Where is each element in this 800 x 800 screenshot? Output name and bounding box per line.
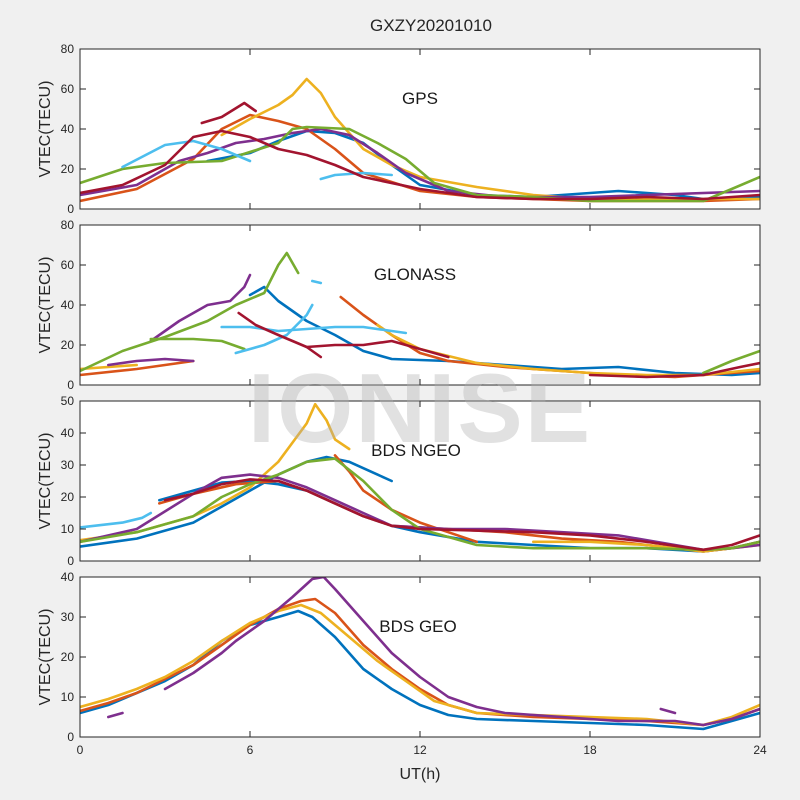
y-tick-label: 0 bbox=[67, 378, 74, 392]
series-line bbox=[659, 707, 677, 715]
x-tick-label: 24 bbox=[753, 743, 767, 757]
series-line bbox=[80, 457, 760, 552]
series-line bbox=[702, 349, 760, 375]
series-line bbox=[121, 139, 252, 169]
series-line bbox=[80, 359, 195, 377]
series-line bbox=[234, 303, 314, 355]
series-group bbox=[80, 577, 760, 731]
series-line bbox=[588, 361, 760, 379]
series-group bbox=[80, 402, 760, 553]
y-axis-label: VTEC(TECU) bbox=[37, 257, 54, 354]
chart-panel: 0 10 20 30 40 0 6 12 18 24 VTEC(TECU) BDS GEO UT(h) bbox=[37, 570, 767, 783]
x-axis-label: UT(h) bbox=[400, 766, 441, 783]
y-tick-label: 10 bbox=[61, 690, 75, 704]
y-axis-label: VTEC(TECU) bbox=[37, 81, 54, 178]
series-line bbox=[80, 125, 760, 203]
x-tick-label: 6 bbox=[247, 743, 254, 757]
series-line bbox=[237, 311, 323, 359]
series-line bbox=[305, 339, 450, 359]
y-tick-label: 60 bbox=[61, 82, 75, 96]
series-group bbox=[80, 77, 760, 203]
series-line bbox=[80, 603, 760, 727]
figure-title: GXZY20201010 bbox=[370, 16, 492, 35]
y-tick-label: 20 bbox=[61, 650, 75, 664]
plot-area bbox=[80, 577, 760, 737]
y-tick-label: 0 bbox=[67, 202, 74, 216]
y-tick-label: 50 bbox=[61, 394, 75, 408]
y-tick-label: 20 bbox=[61, 490, 75, 504]
y-tick-label: 0 bbox=[67, 554, 74, 568]
series-line bbox=[80, 511, 153, 529]
plot-area bbox=[80, 401, 760, 561]
y-tick-label: 40 bbox=[61, 570, 75, 584]
series-line bbox=[80, 363, 138, 371]
series-line bbox=[200, 101, 257, 125]
y-axis-label: VTEC(TECU) bbox=[37, 433, 54, 530]
x-tick-label: 0 bbox=[77, 743, 84, 757]
y-tick-label: 30 bbox=[61, 458, 75, 472]
panel-label: GPS bbox=[402, 89, 438, 108]
y-tick-label: 30 bbox=[61, 610, 75, 624]
series-line bbox=[107, 711, 124, 719]
series-line bbox=[319, 171, 393, 181]
panel-label: BDS GEO bbox=[379, 617, 456, 636]
y-tick-label: 0 bbox=[67, 730, 74, 744]
series-line bbox=[248, 285, 760, 377]
chart-panel: 0 20 40 60 80 VTEC(TECU) GPS bbox=[37, 42, 761, 216]
x-tick-label: 12 bbox=[413, 743, 427, 757]
x-tick-label: 18 bbox=[583, 743, 597, 757]
series-line bbox=[80, 251, 300, 373]
series-line bbox=[220, 325, 408, 335]
panel-label: GLONASS bbox=[374, 265, 456, 284]
series-line bbox=[80, 129, 760, 201]
y-tick-label: 40 bbox=[61, 426, 75, 440]
y-tick-label: 80 bbox=[61, 42, 75, 56]
series-line bbox=[163, 478, 760, 552]
plot-area bbox=[80, 49, 760, 209]
watermark: IONISE bbox=[248, 353, 592, 463]
chart-panel: 0 10 20 30 40 50 VTEC(TECU) BDS NGEO bbox=[37, 394, 761, 568]
y-tick-label: 20 bbox=[61, 162, 75, 176]
series-line bbox=[149, 337, 246, 351]
y-tick-label: 60 bbox=[61, 258, 75, 272]
y-tick-label: 20 bbox=[61, 338, 75, 352]
series-line bbox=[311, 279, 323, 285]
series-line bbox=[149, 273, 252, 343]
series-line bbox=[107, 357, 195, 367]
plot-area bbox=[80, 225, 760, 385]
y-tick-label: 40 bbox=[61, 122, 75, 136]
y-axis-label: VTEC(TECU) bbox=[37, 609, 54, 706]
panel-label: BDS NGEO bbox=[371, 441, 461, 460]
series-group bbox=[80, 251, 760, 379]
series-line bbox=[163, 577, 760, 727]
chart-panel: 0 20 40 60 80 VTEC(TECU) GLONASS bbox=[37, 218, 761, 392]
y-tick-label: 10 bbox=[61, 522, 75, 536]
y-tick-label: 40 bbox=[61, 298, 75, 312]
y-tick-label: 80 bbox=[61, 218, 75, 232]
